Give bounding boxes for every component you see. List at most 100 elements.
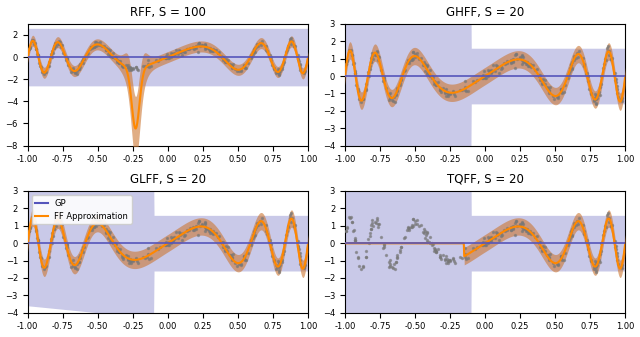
Point [342, 225, 353, 231]
Point [125, 258, 136, 263]
Point [376, 67, 386, 72]
Point [40, 264, 51, 269]
Point [365, 234, 375, 239]
Point [431, 81, 441, 87]
Point [269, 258, 279, 264]
Point [408, 56, 419, 62]
Point [202, 225, 212, 231]
Point [366, 59, 376, 64]
Point [449, 258, 459, 264]
Point [124, 67, 134, 73]
Point [275, 262, 285, 268]
Point [517, 52, 527, 58]
Point [184, 227, 195, 233]
Point [74, 254, 84, 260]
Point [584, 86, 595, 91]
Point [510, 233, 520, 238]
Point [77, 247, 88, 252]
Point [573, 55, 584, 60]
Point [506, 60, 516, 65]
Point [92, 221, 102, 227]
Point [197, 42, 207, 48]
Point [31, 47, 42, 52]
Point [279, 240, 289, 246]
Point [79, 57, 89, 62]
Point [602, 48, 612, 53]
Point [90, 216, 100, 221]
Point [607, 56, 618, 61]
Point [295, 65, 305, 70]
Point [221, 248, 231, 253]
Point [542, 85, 552, 90]
Point [586, 91, 596, 96]
Point [166, 54, 176, 60]
Point [433, 79, 443, 85]
Point [75, 256, 85, 261]
Point [108, 54, 118, 60]
Point [37, 264, 47, 269]
Point [90, 39, 100, 44]
Point [440, 253, 451, 259]
Point [300, 262, 310, 268]
Point [190, 44, 200, 50]
Point [520, 226, 530, 231]
Point [511, 51, 522, 57]
Point [521, 226, 531, 232]
Point [201, 226, 211, 232]
Point [99, 43, 109, 49]
Point [262, 231, 272, 236]
Point [28, 214, 38, 219]
Point [114, 60, 124, 65]
Point [344, 215, 355, 220]
Point [166, 54, 177, 59]
Point [422, 70, 432, 76]
Point [193, 41, 203, 47]
Point [176, 232, 186, 237]
Point [366, 55, 376, 61]
Point [502, 60, 512, 66]
Point [560, 83, 570, 88]
Point [74, 66, 84, 72]
Point [349, 227, 359, 233]
Point [25, 45, 35, 50]
Point [591, 268, 602, 273]
Point [67, 259, 77, 264]
Point [542, 252, 552, 257]
Point [403, 57, 413, 63]
Point [483, 240, 493, 245]
Point [440, 256, 451, 262]
Point [373, 224, 383, 230]
Point [252, 222, 262, 227]
Point [48, 50, 58, 55]
Point [278, 248, 289, 254]
Point [540, 81, 550, 87]
Point [108, 51, 118, 56]
Point [534, 240, 544, 246]
Point [522, 62, 532, 67]
Point [440, 90, 450, 96]
Point [200, 224, 210, 229]
Point [600, 57, 611, 62]
Point [273, 259, 283, 264]
Point [175, 232, 185, 237]
Point [277, 257, 287, 262]
Point [300, 68, 310, 74]
Point [570, 223, 580, 228]
Point [275, 68, 285, 73]
Point [408, 216, 418, 222]
Point [175, 231, 185, 236]
Point [104, 49, 114, 54]
Point [422, 238, 432, 243]
Point [603, 43, 613, 49]
Point [114, 60, 124, 65]
Point [392, 85, 403, 90]
Title: GHFF, S = 20: GHFF, S = 20 [446, 5, 524, 19]
Point [556, 88, 566, 93]
Point [460, 78, 470, 83]
Point [185, 45, 195, 50]
Point [460, 87, 470, 92]
Point [400, 235, 410, 240]
Point [165, 54, 175, 59]
Point [602, 215, 612, 220]
Point [251, 44, 261, 50]
